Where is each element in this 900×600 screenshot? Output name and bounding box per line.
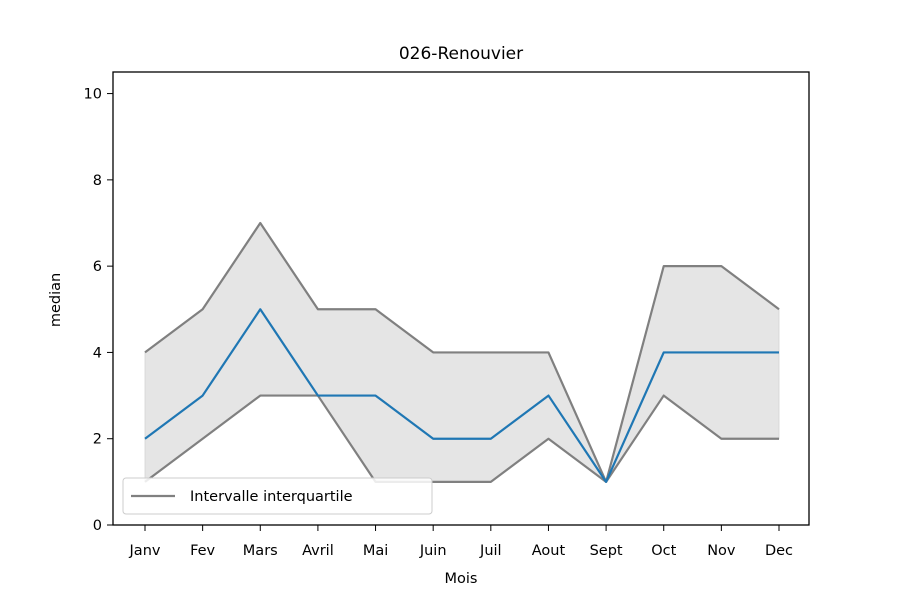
y-axis-title: median <box>48 273 64 327</box>
x-tick-label: Sept <box>590 543 623 559</box>
q3-line <box>144 221 780 483</box>
y-tick-label: 8 <box>93 173 102 189</box>
chart-title: 026-Renouvier <box>399 44 523 64</box>
x-tick-label: Juin <box>419 543 447 559</box>
x-tick-label: Mai <box>363 543 388 559</box>
y-tick-label: 4 <box>93 345 102 361</box>
series-line-layer <box>144 221 780 483</box>
y-tick-label: 10 <box>84 87 102 103</box>
x-tick-label: Juil <box>479 543 502 559</box>
x-tick-label: Fev <box>190 543 215 559</box>
legend-label: Intervalle interquartile <box>190 489 353 505</box>
x-tick-label: Dec <box>765 543 793 559</box>
y-tick-label: 0 <box>93 518 102 534</box>
x-tick-label: Nov <box>707 543 736 559</box>
x-axis: Janv Fev Mars Avril Mai Juin Juil Aout Sept Oct No… <box>129 525 793 559</box>
plot-frame <box>112 71 810 526</box>
y-axis: 0 2 4 6 8 10 <box>84 87 113 534</box>
x-tick-label: Oct <box>651 543 676 559</box>
legend: Intervalle interquartile <box>122 477 433 515</box>
x-tick-label: Janv <box>129 543 161 559</box>
y-tick-label: 6 <box>93 259 102 275</box>
x-tick-label: Avril <box>302 543 334 559</box>
legend-box <box>122 477 433 515</box>
median-line <box>144 308 779 483</box>
x-tick-label: Mars <box>243 543 278 559</box>
plot-area <box>112 71 810 526</box>
x-axis-title: Mois <box>445 571 478 587</box>
y-tick-label: 2 <box>93 432 102 448</box>
x-tick-label: Aout <box>532 543 566 559</box>
q1-line <box>144 394 779 483</box>
